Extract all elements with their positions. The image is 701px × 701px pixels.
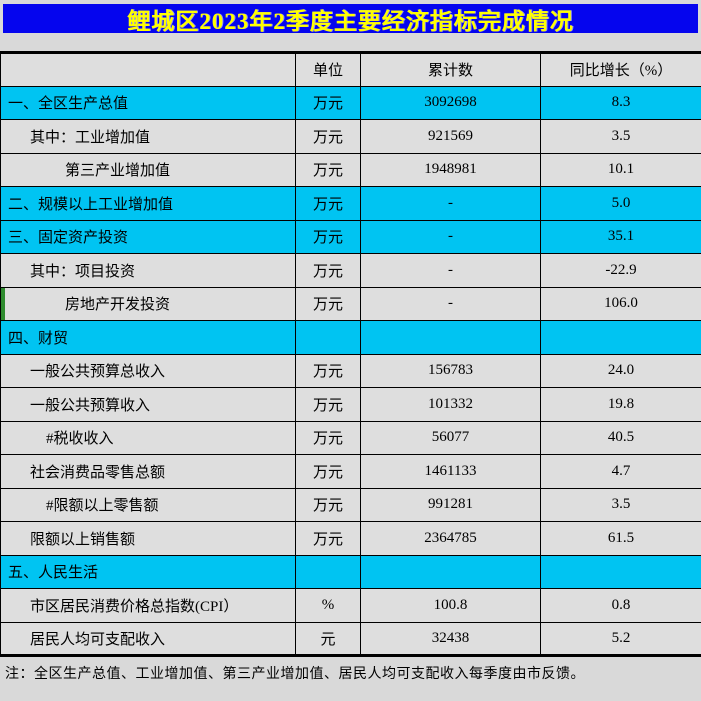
cell-unit: 元 <box>295 621 361 656</box>
cell-growth: 106.0 <box>540 286 701 321</box>
cell-value: - <box>360 253 541 288</box>
table-header: 单位 累计数 同比增长（%） <box>0 52 701 87</box>
cell-growth <box>540 554 701 589</box>
table-row: 三、固定资产投资 万元 -35.1 <box>0 219 701 254</box>
cell-value: 991281 <box>360 487 541 522</box>
cell-growth: 0.8 <box>540 588 701 623</box>
cell-growth: 3.5 <box>540 487 701 522</box>
table-row: 一、全区生产总值 万元 3092698 8.3 <box>0 85 701 120</box>
indicators-table: 单位 累计数 同比增长（%） 一、全区生产总值 万元 3092698 8.3 其中：工业… <box>0 51 701 657</box>
cell-value: 3092698 <box>360 85 541 120</box>
cell-unit: 万元 <box>295 454 361 489</box>
cell-value: 921569 <box>360 119 541 154</box>
cell-value <box>360 320 541 355</box>
header-indicator <box>0 52 296 87</box>
cell-growth: 5.0 <box>540 186 701 221</box>
title-gap <box>0 33 701 51</box>
cell-unit: 万元 <box>295 186 361 221</box>
cell-unit: 万元 <box>295 286 361 321</box>
cell-indicator: 一、全区生产总值 <box>0 85 296 120</box>
cell-unit: 万元 <box>295 353 361 388</box>
cell-indicator: #限额以上零售额 <box>0 487 296 522</box>
cell-growth: 4.7 <box>540 454 701 489</box>
table-row: 第三产业增加值 万元 1948981 10.1 <box>0 152 701 187</box>
table-row: 房地产开发投资 万元 -106.0 <box>0 286 701 321</box>
table-row: 四、财贸 <box>0 320 701 355</box>
cell-growth: -22.9 <box>540 253 701 288</box>
table-row: 限额以上销售额 万元 2364785 61.5 <box>0 521 701 556</box>
cell-value: - <box>360 219 541 254</box>
cell-value: 100.8 <box>360 588 541 623</box>
cell-unit: 万元 <box>295 487 361 522</box>
cell-growth: 61.5 <box>540 521 701 556</box>
cell-unit: 万元 <box>295 85 361 120</box>
footnote: 注：全区生产总值、工业增加值、第三产业增加值、居民人均可支配收入每季度由市反馈。 <box>5 667 585 682</box>
table-body: 一、全区生产总值 万元 3092698 8.3 其中：工业增加值 万元 921569 3.5 第… <box>0 85 701 656</box>
cell-value: 1948981 <box>360 152 541 187</box>
cell-indicator: 一般公共预算总收入 <box>0 353 296 388</box>
header-growth: 同比增长（%） <box>540 52 701 87</box>
cell-growth: 35.1 <box>540 219 701 254</box>
cell-growth: 19.8 <box>540 387 701 422</box>
cell-value: 56077 <box>360 420 541 455</box>
cell-growth: 8.3 <box>540 85 701 120</box>
cell-indicator: 五、人民生活 <box>0 554 296 589</box>
cell-indicator: 二、规模以上工业增加值 <box>0 186 296 221</box>
cell-growth <box>540 320 701 355</box>
table-row: 市区居民消费价格总指数(CPI）% 100.8 0.8 <box>0 588 701 623</box>
header-row: 单位 累计数 同比增长（%） <box>0 52 701 87</box>
cell-value: 1461133 <box>360 454 541 489</box>
cell-indicator: 限额以上销售额 <box>0 521 296 556</box>
cell-growth: 10.1 <box>540 152 701 187</box>
cell-unit: 万元 <box>295 219 361 254</box>
cell-growth: 3.5 <box>540 119 701 154</box>
cell-indicator: 社会消费品零售总额 <box>0 454 296 489</box>
cell-value: 101332 <box>360 387 541 422</box>
table-row: 二、规模以上工业增加值 万元 -5.0 <box>0 186 701 221</box>
cell-indicator: #税收收入 <box>0 420 296 455</box>
cell-unit: 万元 <box>295 253 361 288</box>
cell-indicator: 其中：项目投资 <box>0 253 296 288</box>
cell-growth: 24.0 <box>540 353 701 388</box>
title-bar: 鲤城区2023年2季度主要经济指标完成情况 <box>3 4 698 34</box>
cell-value <box>360 554 541 589</box>
cell-unit <box>295 320 361 355</box>
cell-indicator: 第三产业增加值 <box>0 152 296 187</box>
table-row: 其中：工业增加值 万元 921569 3.5 <box>0 119 701 154</box>
table-row: 五、人民生活 <box>0 554 701 589</box>
cell-unit: 万元 <box>295 521 361 556</box>
cell-indicator: 一般公共预算收入 <box>0 387 296 422</box>
page-title: 鲤城区2023年2季度主要经济指标完成情况 <box>127 8 574 34</box>
table-row: #限额以上零售额 万元 991281 3.5 <box>0 487 701 522</box>
table-row: 其中：项目投资 万元 - -22.9 <box>0 253 701 288</box>
table-row: 一般公共预算总收入 万元 156783 24.0 <box>0 353 701 388</box>
cell-indicator: 房地产开发投资 <box>0 286 296 321</box>
table-row: 社会消费品零售总额 万元 1461133 4.7 <box>0 454 701 489</box>
header-value: 累计数 <box>360 52 541 87</box>
table-row: #税收收入 万元 56077 40.5 <box>0 420 701 455</box>
cell-unit <box>295 554 361 589</box>
cell-indicator: 居民人均可支配收入 <box>0 621 296 656</box>
cell-growth: 40.5 <box>540 420 701 455</box>
screenshot-root: { "page_title": "鲤城区2023年2季度主要经济指标完成情况",… <box>0 4 701 701</box>
cell-value: - <box>360 286 541 321</box>
cell-unit: 万元 <box>295 387 361 422</box>
cell-value: 2364785 <box>360 521 541 556</box>
cell-indicator: 其中：工业增加值 <box>0 119 296 154</box>
cell-unit: % <box>295 588 361 623</box>
cell-unit: 万元 <box>295 119 361 154</box>
cell-value: - <box>360 186 541 221</box>
cell-indicator: 四、财贸 <box>0 320 296 355</box>
table-row: 一般公共预算收入 万元 101332 19.8 <box>0 387 701 422</box>
cell-indicator: 三、固定资产投资 <box>0 219 296 254</box>
cell-growth: 5.2 <box>540 621 701 656</box>
cell-value: 156783 <box>360 353 541 388</box>
cell-unit: 万元 <box>295 152 361 187</box>
header-unit: 单位 <box>295 52 361 87</box>
cell-unit: 万元 <box>295 420 361 455</box>
table-row: 居民人均可支配收入元 32438 5.2 <box>0 621 701 656</box>
cell-value: 32438 <box>360 621 541 656</box>
cell-indicator: 市区居民消费价格总指数(CPI） <box>0 588 296 623</box>
